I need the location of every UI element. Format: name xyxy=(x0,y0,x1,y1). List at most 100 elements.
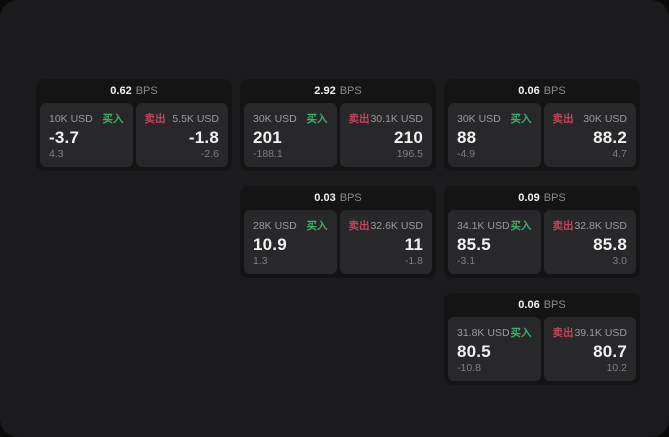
spread-unit: BPS xyxy=(543,299,566,311)
sell-tile[interactable]: 卖出 5.5K USD -1.8 -2.6 xyxy=(135,103,228,167)
quote-card: 2.92 BPS 30K USD 买入 201 -188.1 卖出 30.1K … xyxy=(240,79,436,171)
buy-price: 10.9 xyxy=(253,234,287,254)
quote-card: 0.03 BPS 28K USD 买入 10.9 1.3 卖出 32.6K US… xyxy=(240,186,436,278)
sell-tag: 卖出 xyxy=(348,220,370,232)
spread-value: 0.06 xyxy=(518,299,540,311)
sell-price: 210 xyxy=(394,127,423,147)
buy-tile-header: 28K USD 买入 xyxy=(253,218,328,233)
spread-value: 0.06 xyxy=(518,85,540,97)
sell-tile-header: 卖出 30.1K USD xyxy=(349,111,424,126)
buy-tile[interactable]: 28K USD 买入 10.9 1.3 xyxy=(244,210,337,274)
sell-tag: 卖出 xyxy=(348,113,370,125)
buy-tag: 买入 xyxy=(510,220,532,232)
sell-tag: 卖出 xyxy=(144,113,166,125)
buy-change: 4.3 xyxy=(49,148,64,160)
spread-value: 0.62 xyxy=(110,85,132,97)
buy-tile[interactable]: 10K USD 买入 -3.7 4.3 xyxy=(40,103,133,167)
buy-tile-header: 31.8K USD 买入 xyxy=(457,325,532,340)
sell-size: 32.8K USD xyxy=(574,219,627,232)
buy-tile-header: 30K USD 买入 xyxy=(253,111,328,126)
spread-unit: BPS xyxy=(543,85,566,97)
sell-change: 3.0 xyxy=(612,255,627,267)
spread-unit: BPS xyxy=(543,192,566,204)
quote-body: 30K USD 买入 88 -4.9 卖出 30K USD 88.2 4.7 xyxy=(444,103,640,171)
sell-price: -1.8 xyxy=(188,127,219,147)
sell-size: 30.1K USD xyxy=(370,112,423,125)
buy-tile-header: 34.1K USD 买入 xyxy=(457,218,532,233)
spread-value: 0.09 xyxy=(518,192,540,204)
sell-tile[interactable]: 卖出 32.6K USD 11 -1.8 xyxy=(339,210,432,274)
buy-size: 31.8K USD xyxy=(457,326,510,339)
sell-tile[interactable]: 卖出 39.1K USD 80.7 10.2 xyxy=(543,317,636,381)
buy-tile[interactable]: 30K USD 买入 201 -188.1 xyxy=(244,103,337,167)
sell-change: -1.8 xyxy=(404,255,423,267)
sell-tile-header: 卖出 32.6K USD xyxy=(349,218,424,233)
buy-price: 85.5 xyxy=(457,234,491,254)
spread-value: 2.92 xyxy=(314,85,336,97)
sell-tag: 卖出 xyxy=(552,220,574,232)
quote-body: 31.8K USD 买入 80.5 -10.8 卖出 39.1K USD 80.… xyxy=(444,317,640,385)
sell-price: 85.8 xyxy=(593,234,627,254)
buy-size: 28K USD xyxy=(253,219,297,232)
buy-size: 10K USD xyxy=(49,112,93,125)
sell-size: 5.5K USD xyxy=(172,112,219,125)
sell-tile[interactable]: 卖出 30K USD 88.2 4.7 xyxy=(543,103,636,167)
spread-unit: BPS xyxy=(339,85,362,97)
sell-size: 30K USD xyxy=(583,112,627,125)
buy-tile-header: 10K USD 买入 xyxy=(49,111,124,126)
sell-price: 11 xyxy=(404,234,423,254)
sell-size: 39.1K USD xyxy=(574,326,627,339)
buy-price: 88 xyxy=(457,127,477,147)
buy-change: -10.8 xyxy=(457,362,481,374)
quote-card: 0.06 BPS 30K USD 买入 88 -4.9 卖出 30K USD xyxy=(444,79,640,171)
quote-body: 10K USD 买入 -3.7 4.3 卖出 5.5K USD -1.8 -2.… xyxy=(36,103,232,171)
sell-price: 80.7 xyxy=(593,341,627,361)
quote-card: 0.09 BPS 34.1K USD 买入 85.5 -3.1 卖出 32.8K… xyxy=(444,186,640,278)
sell-tile[interactable]: 卖出 30.1K USD 210 196.5 xyxy=(339,103,432,167)
sell-change: 196.5 xyxy=(396,148,423,160)
sell-tile-header: 卖出 30K USD xyxy=(553,111,628,126)
buy-tag: 买入 xyxy=(306,220,328,232)
buy-tag: 买入 xyxy=(510,327,532,339)
quote-body: 34.1K USD 买入 85.5 -3.1 卖出 32.8K USD 85.8… xyxy=(444,210,640,278)
quote-card-grid: 0.62 BPS 10K USD 买入 -3.7 4.3 卖出 5.5K USD xyxy=(36,79,640,385)
sell-price: 88.2 xyxy=(593,127,627,147)
sell-tile-header: 卖出 5.5K USD xyxy=(145,111,220,126)
spread-header: 0.06 BPS xyxy=(444,293,640,317)
spread-header: 2.92 BPS xyxy=(240,79,436,103)
buy-size: 34.1K USD xyxy=(457,219,510,232)
sell-tile-header: 卖出 39.1K USD xyxy=(553,325,628,340)
spread-header: 0.06 BPS xyxy=(444,79,640,103)
spread-header: 0.62 BPS xyxy=(36,79,232,103)
spread-header: 0.09 BPS xyxy=(444,186,640,210)
sell-tile[interactable]: 卖出 32.8K USD 85.8 3.0 xyxy=(543,210,636,274)
buy-tag: 买入 xyxy=(306,113,328,125)
buy-tile[interactable]: 34.1K USD 买入 85.5 -3.1 xyxy=(448,210,541,274)
sell-change: 10.2 xyxy=(606,362,627,374)
buy-tile-header: 30K USD 买入 xyxy=(457,111,532,126)
quote-body: 28K USD 买入 10.9 1.3 卖出 32.6K USD 11 -1.8 xyxy=(240,210,436,278)
spread-unit: BPS xyxy=(135,85,158,97)
buy-change: 1.3 xyxy=(253,255,268,267)
buy-tile[interactable]: 30K USD 买入 88 -4.9 xyxy=(448,103,541,167)
sell-size: 32.6K USD xyxy=(370,219,423,232)
sell-tile-header: 卖出 32.8K USD xyxy=(553,218,628,233)
buy-tag: 买入 xyxy=(102,113,124,125)
buy-price: 80.5 xyxy=(457,341,491,361)
sell-change: -2.6 xyxy=(200,148,219,160)
sell-change: 4.7 xyxy=(612,148,627,160)
spread-header: 0.03 BPS xyxy=(240,186,436,210)
buy-tile[interactable]: 31.8K USD 买入 80.5 -10.8 xyxy=(448,317,541,381)
buy-price: -3.7 xyxy=(49,127,80,147)
buy-size: 30K USD xyxy=(457,112,501,125)
sell-tag: 卖出 xyxy=(552,327,574,339)
spread-unit: BPS xyxy=(339,192,362,204)
buy-change: -188.1 xyxy=(253,148,283,160)
quote-card: 0.62 BPS 10K USD 买入 -3.7 4.3 卖出 5.5K USD xyxy=(36,79,232,171)
quote-body: 30K USD 买入 201 -188.1 卖出 30.1K USD 210 1… xyxy=(240,103,436,171)
buy-size: 30K USD xyxy=(253,112,297,125)
quote-card: 0.06 BPS 31.8K USD 买入 80.5 -10.8 卖出 39.1… xyxy=(444,293,640,385)
buy-tag: 买入 xyxy=(510,113,532,125)
sell-tag: 卖出 xyxy=(552,113,574,125)
buy-change: -4.9 xyxy=(457,148,476,160)
